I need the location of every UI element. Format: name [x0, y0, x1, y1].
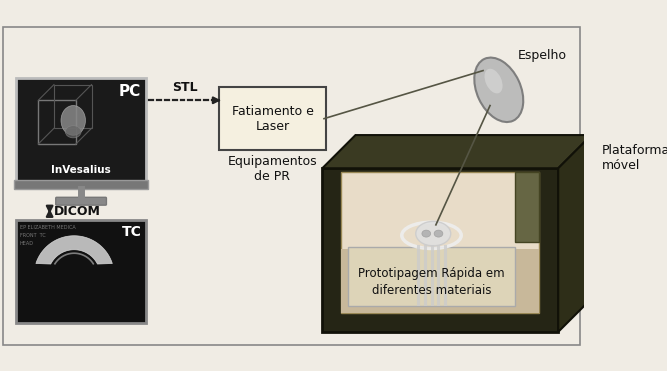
- Text: PC: PC: [118, 84, 141, 99]
- Text: DICOM: DICOM: [54, 205, 101, 218]
- Text: Prototipagem Rápida em
diferentes materiais: Prototipagem Rápida em diferentes materi…: [358, 267, 505, 297]
- Polygon shape: [514, 172, 539, 242]
- Ellipse shape: [484, 69, 502, 93]
- Polygon shape: [36, 236, 112, 264]
- Text: Espelho: Espelho: [518, 49, 567, 62]
- Ellipse shape: [65, 126, 81, 138]
- Text: Equipamentos
de PR: Equipamentos de PR: [227, 155, 317, 183]
- Polygon shape: [322, 168, 558, 332]
- FancyBboxPatch shape: [348, 247, 514, 306]
- FancyBboxPatch shape: [17, 78, 146, 181]
- Text: Fatiamento e
Laser: Fatiamento e Laser: [231, 105, 313, 133]
- Text: STL: STL: [172, 81, 198, 94]
- Polygon shape: [558, 135, 592, 332]
- Ellipse shape: [61, 105, 85, 135]
- Text: HEAD: HEAD: [20, 241, 34, 246]
- FancyBboxPatch shape: [342, 249, 539, 313]
- Ellipse shape: [422, 230, 431, 237]
- Text: Plataforma
móvel: Plataforma móvel: [602, 144, 667, 172]
- Ellipse shape: [416, 221, 451, 246]
- Polygon shape: [322, 135, 592, 168]
- Text: TC: TC: [121, 225, 141, 239]
- Text: InVesalius: InVesalius: [51, 165, 111, 175]
- Text: FRONT  TC: FRONT TC: [20, 233, 45, 238]
- Text: EP ELIZABETH MEDICA: EP ELIZABETH MEDICA: [20, 225, 75, 230]
- FancyBboxPatch shape: [17, 220, 146, 323]
- Ellipse shape: [474, 58, 524, 122]
- Ellipse shape: [434, 230, 443, 237]
- FancyBboxPatch shape: [342, 172, 539, 313]
- FancyBboxPatch shape: [219, 87, 325, 150]
- FancyBboxPatch shape: [3, 27, 580, 345]
- FancyBboxPatch shape: [14, 180, 148, 188]
- FancyBboxPatch shape: [56, 197, 107, 205]
